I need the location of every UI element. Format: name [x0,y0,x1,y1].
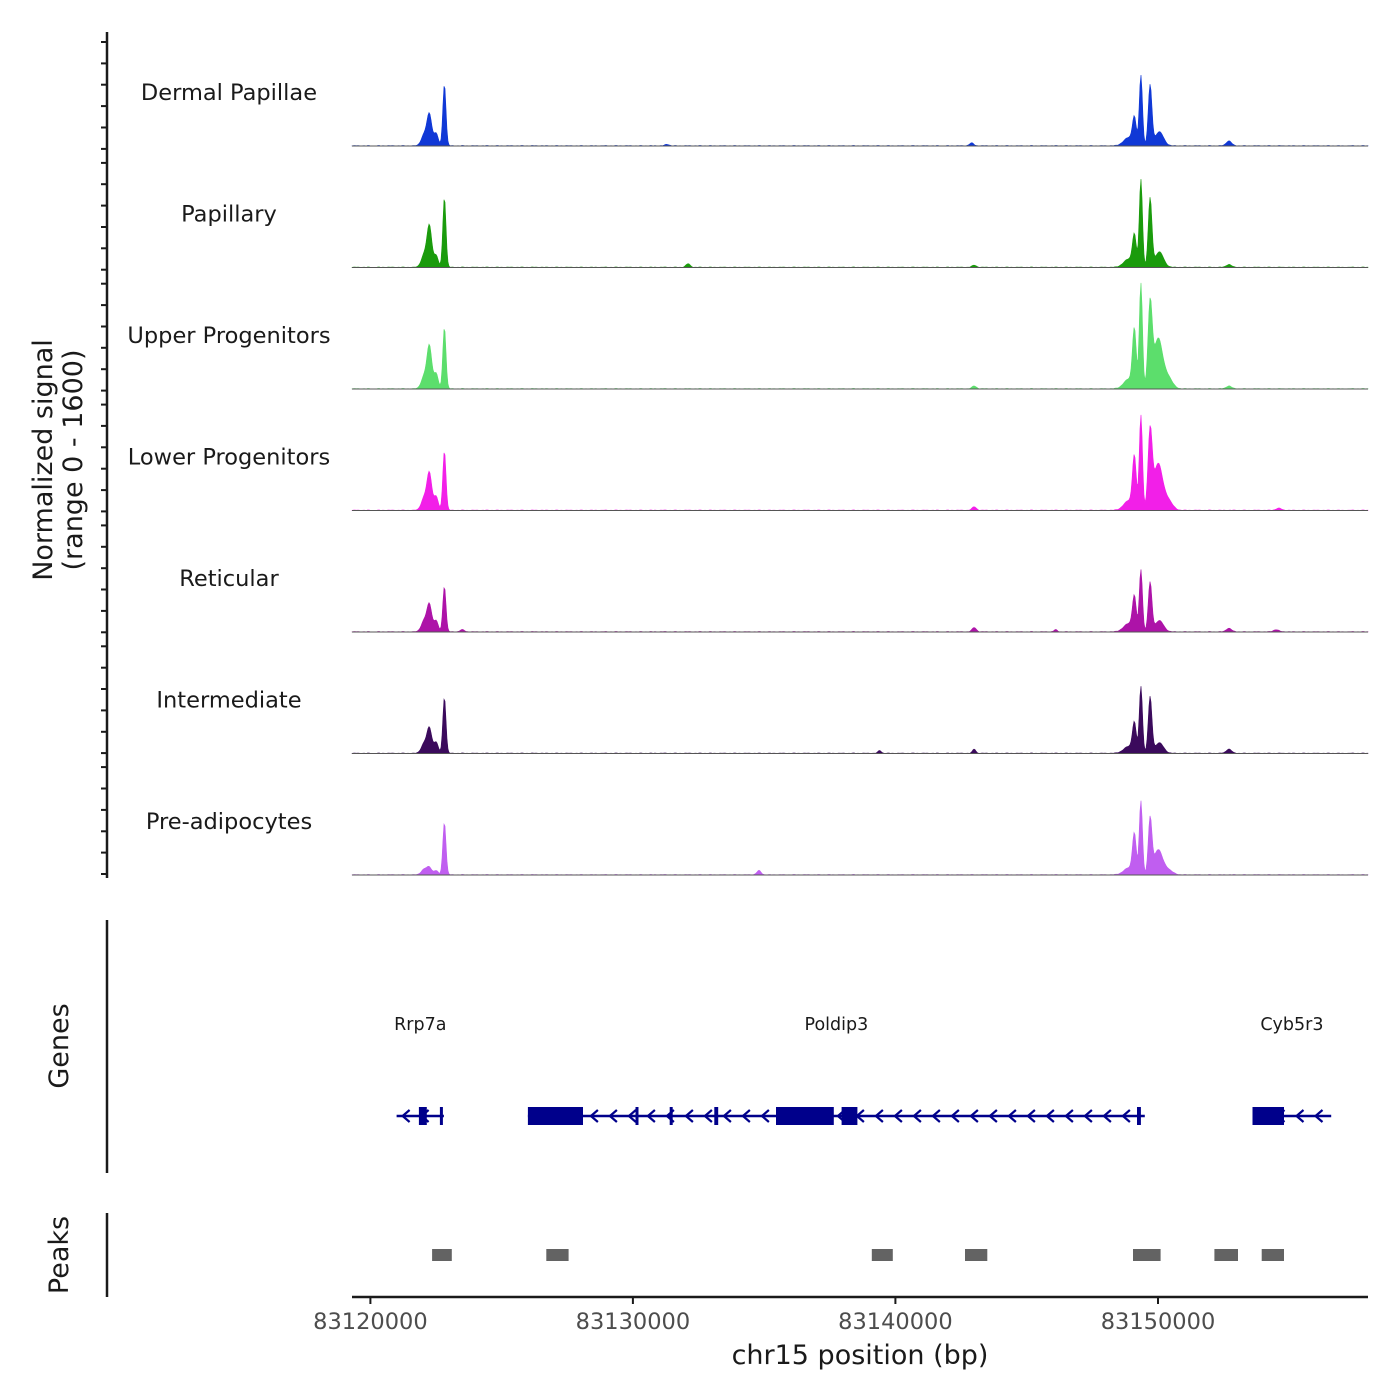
strand-arrow [627,1109,637,1123]
x-axis-title: chr15 position (bp) [732,1340,989,1371]
strand-arrow [1045,1109,1055,1123]
strand-arrow [1083,1109,1093,1123]
signal-axis [101,32,109,878]
strand-arrow [703,1109,713,1123]
signal-track: Reticular [179,566,1369,633]
gene-exon [527,1107,583,1125]
x-axis: 83120000 83130000 83140000 83150000 [313,1295,1368,1335]
strand-arrow [950,1109,960,1123]
peak-region [871,1249,893,1261]
genes-track: Rrp7a Poldip3 Cyb5r3 [394,1015,1332,1125]
signal-track: Intermediate [156,686,1369,754]
y-axis-title-line1: Normalized signal [28,339,59,581]
x-tick-label: 83140000 [838,1309,953,1335]
genes-track-label: Genes [44,1003,75,1088]
gene-exon [418,1107,427,1125]
strand-arrow [893,1109,903,1123]
track-label: Pre-adipocytes [146,809,312,835]
x-tick-label: 83150000 [1101,1309,1216,1335]
strand-arrow [684,1109,694,1123]
track-label: Intermediate [156,688,301,714]
gene-exon [1252,1107,1284,1125]
gene-label: Poldip3 [805,1015,869,1035]
gene-exon [776,1107,834,1125]
strand-arrow [1007,1109,1017,1123]
x-tick-label: 83120000 [313,1309,428,1335]
peak-region [432,1249,452,1261]
strand-arrow [912,1109,922,1123]
strand-arrow [969,1109,979,1123]
strand-arrow [1121,1109,1131,1123]
peak-region [965,1249,988,1261]
signal-tracks: Dermal Papillae Papillary Upper Progenitor… [127,75,1369,876]
signal-area [351,282,1369,390]
track-label: Dermal Papillae [141,80,317,106]
track-label: Lower Progenitors [128,445,330,471]
signal-track: Pre-adipocytes [146,800,1369,876]
gene: Rrp7a [394,1015,446,1125]
strand-arrow [931,1109,941,1123]
gene-label: Rrp7a [394,1015,446,1035]
peaks-track-label: Peaks [44,1216,75,1294]
x-tick-label: 83130000 [576,1309,691,1335]
track-label: Papillary [181,202,277,228]
signal-area [351,569,1369,633]
signal-track: Upper Progenitors [127,282,1369,390]
gene-label: Cyb5r3 [1260,1015,1323,1035]
gene-exon [669,1107,673,1125]
gene-exon [635,1107,639,1125]
strand-arrow [1102,1109,1112,1123]
y-axis-title-line2: (range 0 - 1600) [58,350,89,571]
gene-exon [439,1107,443,1125]
peak-region [546,1249,569,1261]
strand-arrow [608,1109,618,1123]
gene-exon [841,1107,858,1125]
signal-track: Papillary [181,179,1369,268]
strand-arrow [760,1109,770,1123]
signal-track: Lower Progenitors [128,414,1369,511]
signal-track: Dermal Papillae [141,75,1369,147]
track-label: Upper Progenitors [127,323,330,349]
track-label: Reticular [179,566,279,592]
gene: Poldip3 [527,1015,1145,1125]
strand-arrow [646,1109,656,1123]
gene: Cyb5r3 [1252,1015,1332,1125]
peak-region [1133,1249,1161,1261]
strand-arrow [1313,1109,1324,1123]
peak-region [1261,1249,1284,1261]
gene-exon [714,1107,719,1125]
signal-area [351,800,1369,876]
peaks-track [432,1249,1284,1261]
strand-arrow [1026,1109,1036,1123]
strand-arrow [400,1109,411,1123]
strand-arrow [874,1109,884,1123]
strand-arrow [589,1109,599,1123]
strand-arrow [741,1109,751,1123]
peak-region [1214,1249,1238,1261]
strand-arrow [1294,1109,1305,1123]
signal-area [351,414,1369,511]
signal-area [351,686,1369,754]
strand-arrow [722,1109,732,1123]
strand-arrow [1064,1109,1074,1123]
gene-exon [1137,1107,1141,1125]
signal-area [351,75,1369,147]
signal-area [351,179,1369,268]
strand-arrow [988,1109,998,1123]
